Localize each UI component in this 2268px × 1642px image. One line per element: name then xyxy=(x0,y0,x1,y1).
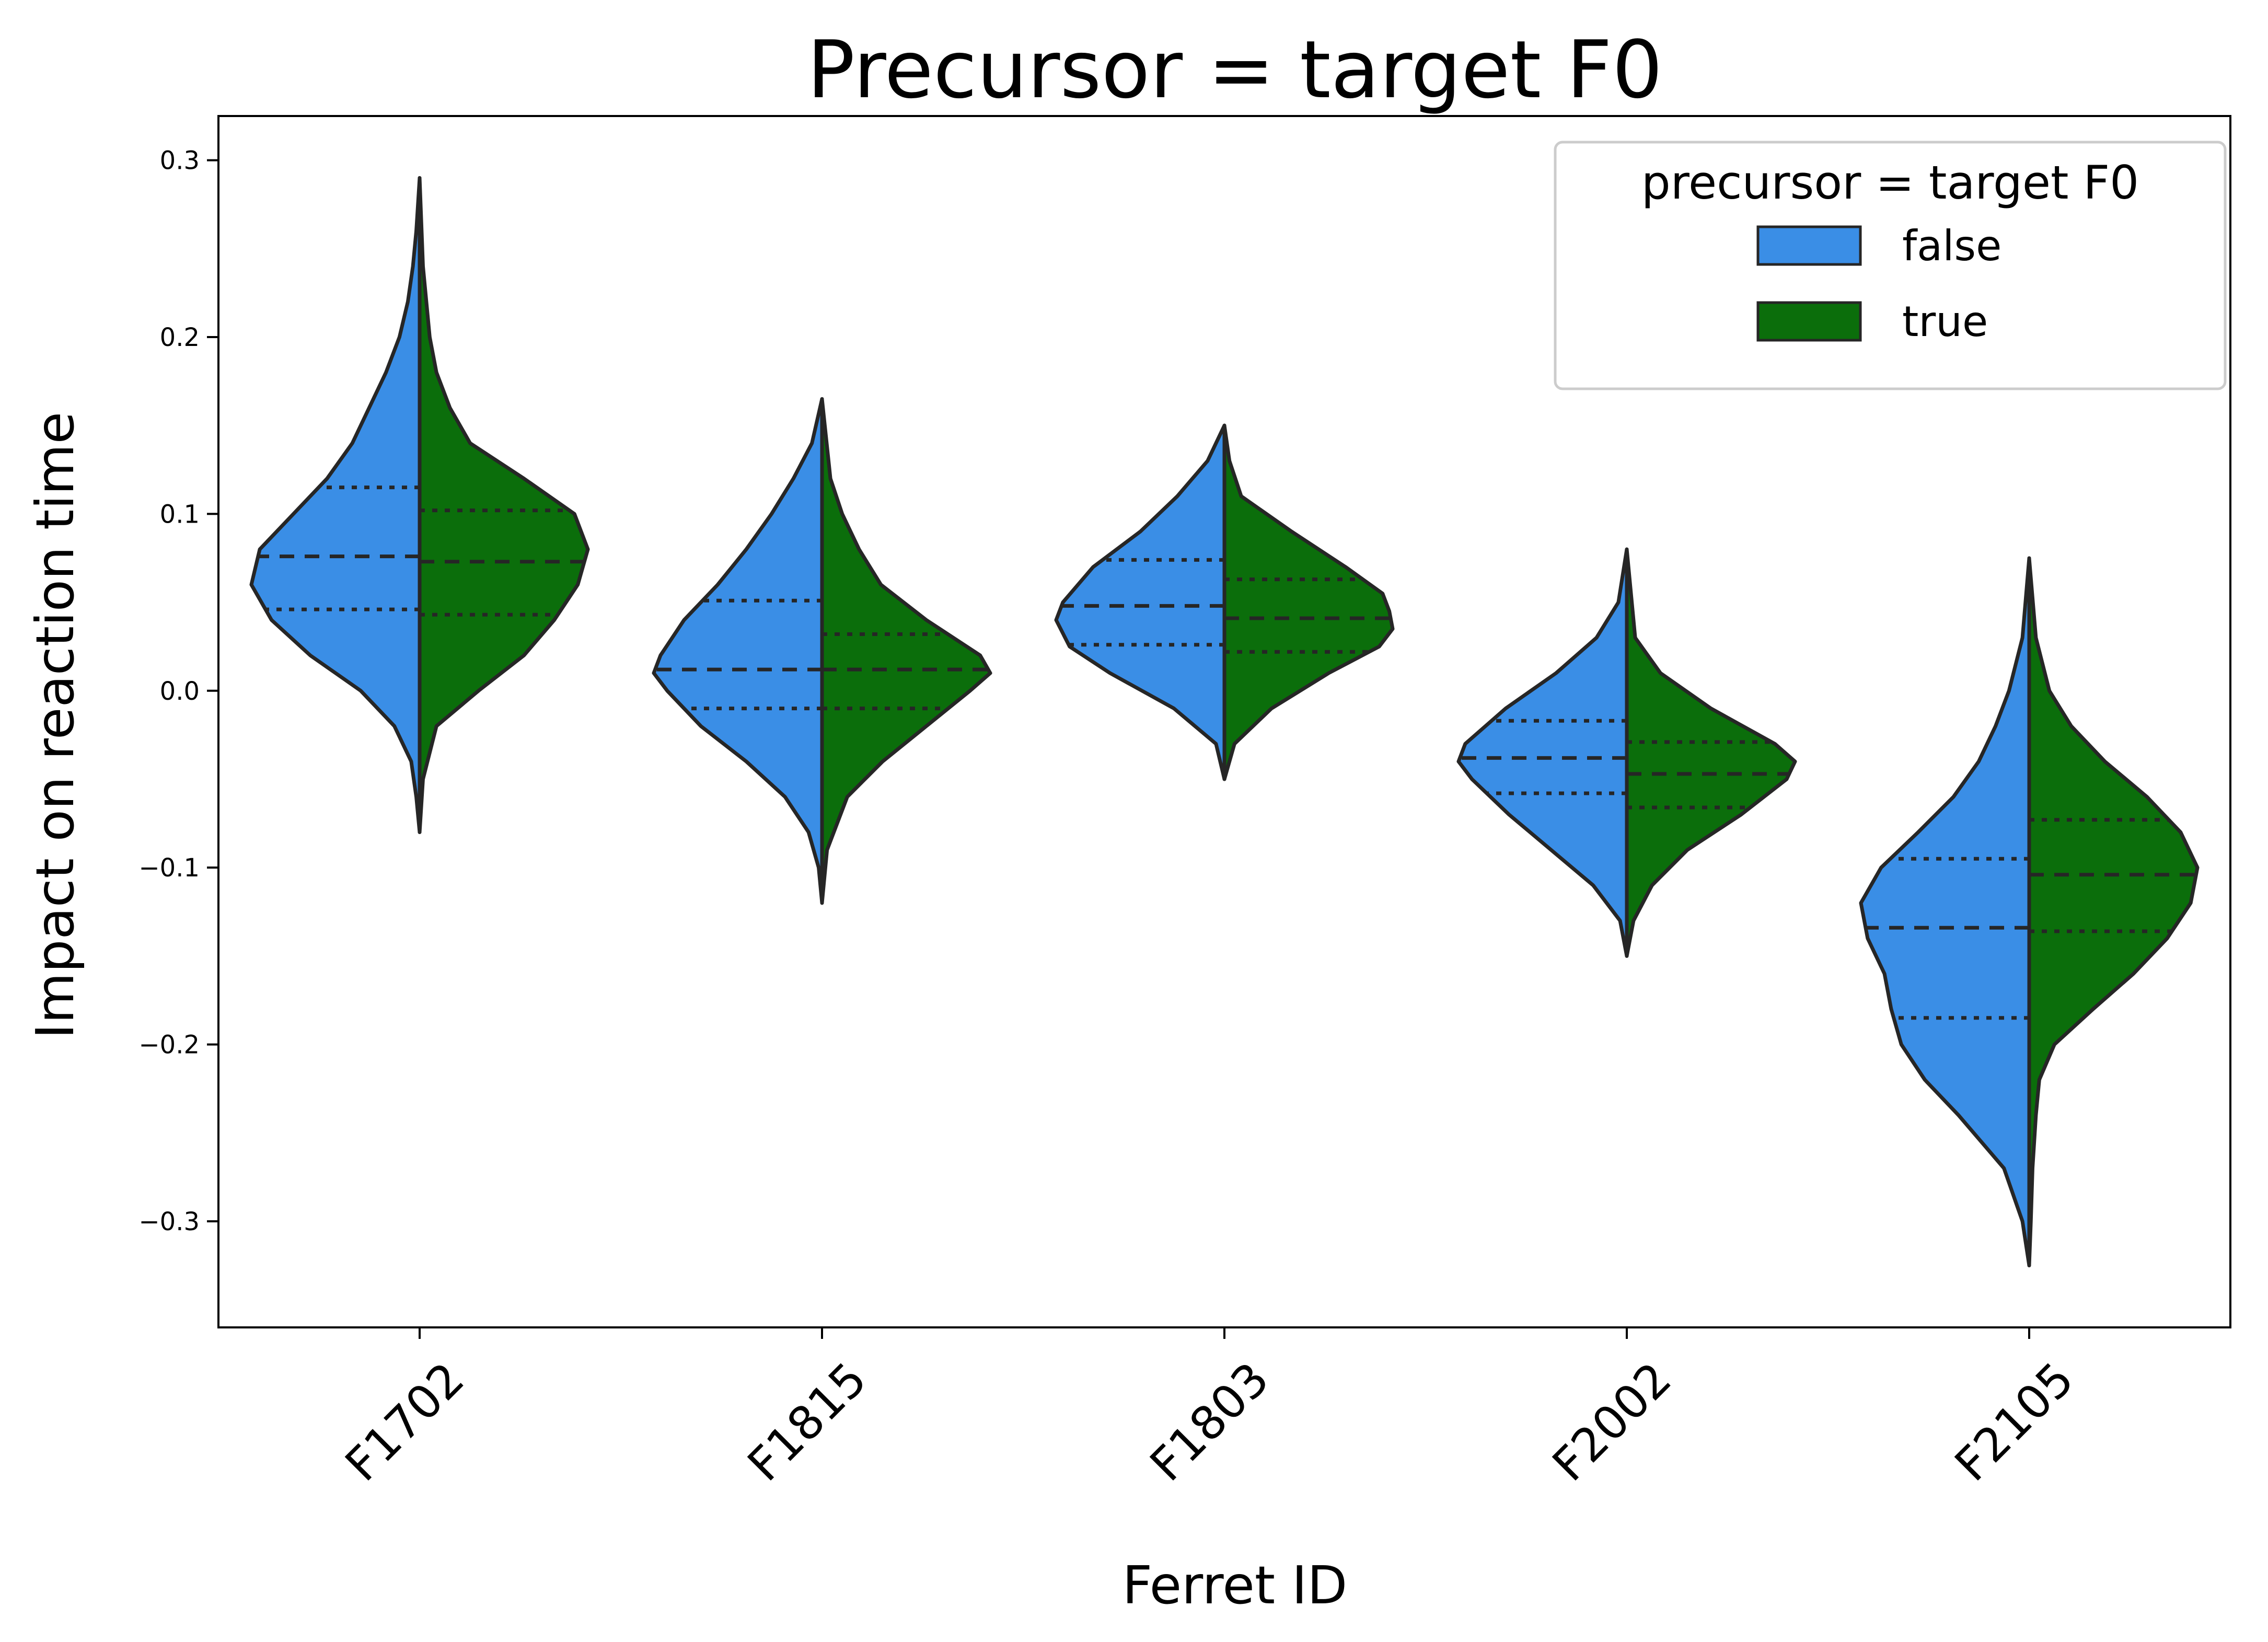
legend-swatch-false xyxy=(1756,225,1862,266)
y-tick-label: −0.1 xyxy=(138,853,200,883)
legend-swatch-true xyxy=(1756,301,1862,342)
y-tick-label: −0.3 xyxy=(138,1207,200,1236)
violin-false-F1702 xyxy=(249,176,422,834)
x-tick-label-F1815: F1815 xyxy=(737,1352,877,1491)
violin-true-F1702 xyxy=(418,176,590,834)
violin-true-F1815 xyxy=(820,397,992,905)
violin-true-F1803 xyxy=(1222,423,1395,781)
violin-false-F2105 xyxy=(1859,556,2031,1268)
x-tick-label-F2105: F2105 xyxy=(1945,1352,2084,1491)
x-tick-label-F1702: F1702 xyxy=(335,1352,475,1491)
legend-title: precursor = target F0 xyxy=(1641,156,2139,210)
x-tick-label-F2002: F2002 xyxy=(1542,1352,1682,1491)
violin-false-F2002 xyxy=(1456,547,1629,958)
violin-true-F2002 xyxy=(1625,547,1797,958)
plot-area xyxy=(217,115,2231,1328)
y-tick-label: 0.0 xyxy=(160,677,200,706)
x-axis-label: Ferret ID xyxy=(1123,1555,1348,1616)
legend-box xyxy=(1554,141,2227,390)
violin-true-F2105 xyxy=(2027,556,2200,1268)
chart-title: Precursor = target F0 xyxy=(807,24,1662,116)
violin-false-F1815 xyxy=(652,397,824,905)
legend-label-false: false xyxy=(1902,222,2001,270)
violin-false-F1803 xyxy=(1054,423,1226,781)
y-axis-label: Impact on reaction time xyxy=(25,412,86,1039)
y-tick-label: 0.1 xyxy=(160,500,200,529)
legend: precursor = target F0 false true xyxy=(1554,141,2227,390)
x-tick-label-F1803: F1803 xyxy=(1140,1352,1279,1491)
legend-label-true: true xyxy=(1902,297,1988,346)
y-axis: 0.3 0.2 0.1 0.0 −0.1 −0.2 −0.3 xyxy=(138,146,218,1236)
y-tick-label: 0.2 xyxy=(160,323,200,352)
y-tick-label: 0.3 xyxy=(160,146,200,176)
x-axis: F1702 F1815 F1803 F2002 F2105 xyxy=(335,1327,2084,1491)
y-tick-label: −0.2 xyxy=(138,1031,200,1060)
